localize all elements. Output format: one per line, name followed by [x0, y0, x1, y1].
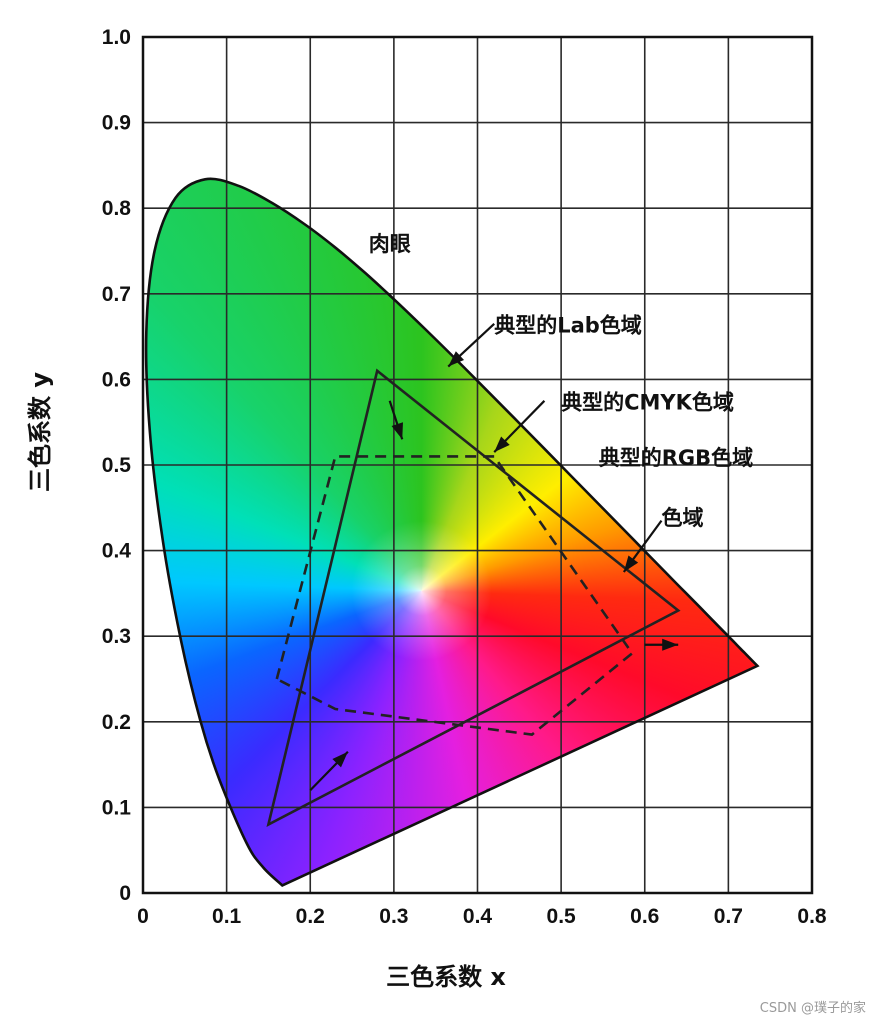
x-tick-label: 0.2 — [296, 905, 325, 928]
y-tick-label: 1.0 — [102, 26, 131, 49]
y-tick-label: 0.9 — [102, 112, 131, 135]
y-tick-label: 0.2 — [102, 711, 131, 734]
y-tick-label: 0.5 — [102, 454, 132, 477]
arrow-head — [623, 555, 639, 572]
annotation-label: 典型的Lab色域 — [494, 313, 642, 337]
x-tick-label: 0.8 — [797, 905, 827, 928]
x-tick-label: 0 — [137, 905, 149, 928]
x-axis-label: 三色系数 x — [386, 963, 506, 991]
arrow-head — [448, 351, 465, 367]
x-tick-labels: 0 0.1 0.2 0.3 0.4 0.5 0.6 0.7 0.8 — [137, 905, 827, 928]
arrow-head — [391, 422, 403, 440]
annotation-arrows — [309, 322, 679, 792]
arrow-head — [494, 436, 510, 453]
y-tick-labels: 0 0.1 0.2 0.3 0.4 0.5 0.6 0.7 0.8 0.9 1.0 — [102, 26, 132, 905]
series-line-rgb-gamut — [266, 368, 681, 827]
y-tick-label: 0 — [119, 882, 131, 905]
y-tick-label: 0.7 — [102, 283, 131, 306]
y-tick-label: 0.8 — [102, 197, 132, 220]
arrow-head — [662, 638, 679, 651]
x-tick-label: 0.4 — [463, 905, 493, 928]
y-tick-label: 0.6 — [102, 368, 131, 391]
plot-frame — [141, 35, 814, 895]
y-tick-label: 0.1 — [102, 796, 132, 819]
arrow-head — [332, 751, 348, 768]
annotation-label: 色域 — [661, 506, 703, 530]
y-tick-label: 0.4 — [102, 540, 132, 563]
series-line-cmyk-gamut — [275, 455, 634, 736]
x-tick-label: 0.6 — [630, 905, 659, 928]
x-tick-label: 0.7 — [714, 905, 743, 928]
annotation-label: 肉眼 — [369, 232, 411, 256]
x-tick-label: 0.5 — [547, 905, 577, 928]
x-tick-label: 0.3 — [379, 905, 408, 928]
x-tick-label: 0.1 — [212, 905, 242, 928]
annotation-label: 典型的CMYK色域 — [561, 390, 734, 414]
annotation-label: 典型的RGB色域 — [599, 446, 753, 470]
y-tick-label: 0.3 — [102, 625, 131, 648]
y-axis-label: 三色系数 y — [26, 372, 54, 492]
watermark-text: CSDN @璞子的家 — [760, 1000, 866, 1016]
